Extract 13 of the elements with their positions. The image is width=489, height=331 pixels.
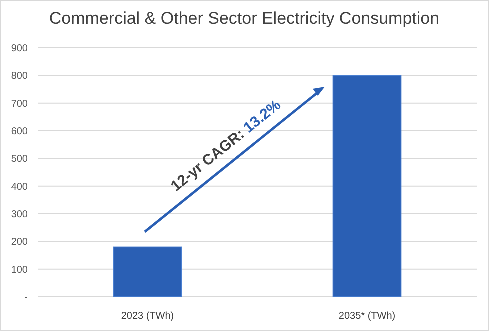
y-tick-label: 800 (11, 71, 28, 82)
y-tick-label: 500 (11, 154, 28, 166)
x-tick-label: 2023 (TWh) (121, 311, 174, 322)
y-tick-label: 700 (11, 98, 28, 110)
y-tick-label: 100 (11, 264, 28, 276)
y-tick-label: 200 (11, 237, 28, 248)
x-tick-label: 2035* (TWh) (338, 311, 396, 322)
y-tick-label: 900 (11, 44, 28, 54)
y-tick-label: 300 (11, 210, 28, 220)
y-tick-label: - (24, 292, 28, 304)
chart-title: Commercial & Other Sector Electricity Consumption (49, 9, 440, 28)
y-tick-label: 600 (11, 126, 28, 138)
y-tick-label: 400 (11, 182, 28, 193)
